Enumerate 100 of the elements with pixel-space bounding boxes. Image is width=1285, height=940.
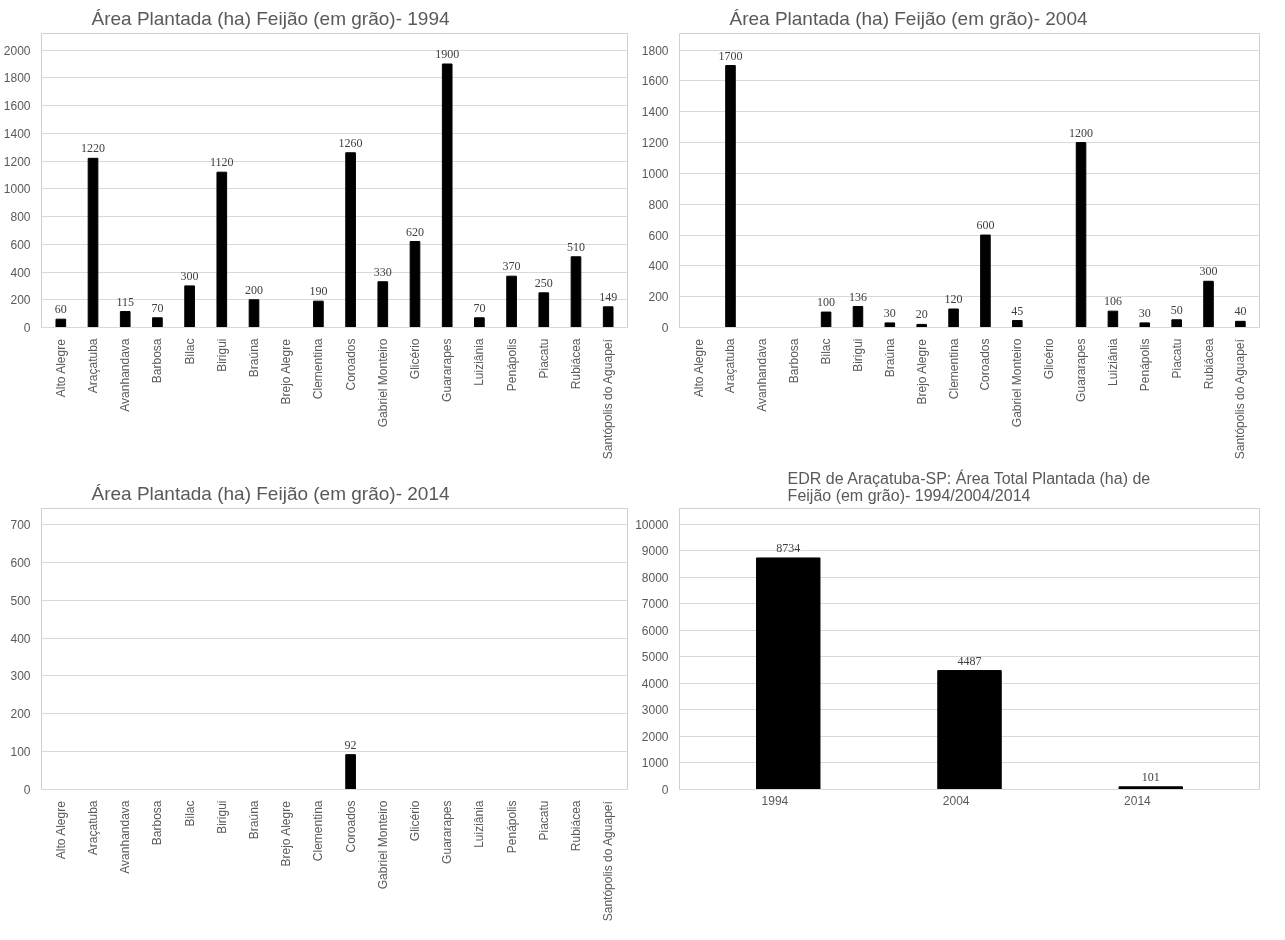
y-tick-label: 200 — [648, 290, 669, 305]
x-tick-label: Glicério — [407, 800, 422, 842]
x-tick-label: Birigui — [214, 338, 229, 372]
x-tick-label: Penápolis — [1137, 338, 1152, 392]
x-tick-label: Coroados — [978, 338, 993, 391]
data-label: 30 — [1138, 305, 1151, 320]
data-label: 250 — [534, 275, 553, 290]
y-tick-label: 1200 — [641, 136, 669, 151]
y-tick-label: 2000 — [3, 43, 31, 58]
x-tick-label: 2014 — [1124, 794, 1152, 808]
x-tick-label: Gabriel Monteiro — [375, 338, 390, 428]
x-tick-label: Piacatu — [1169, 338, 1184, 379]
y-tick-label: 0 — [661, 321, 669, 335]
data-label: 50 — [1170, 302, 1183, 317]
data-label: 1700 — [718, 48, 743, 63]
y-tick-label: 10000 — [635, 517, 669, 532]
data-label: 20 — [915, 307, 928, 322]
x-tick-label: Penápolis — [504, 338, 519, 392]
y-tick-label: 0 — [23, 321, 31, 335]
x-tick-label: Glicério — [1042, 338, 1057, 380]
data-label: 70 — [473, 300, 486, 315]
data-label: 370 — [502, 259, 521, 274]
x-tick-label: 2004 — [942, 794, 970, 808]
x-tick-label: Brejo Alegre — [914, 338, 929, 405]
data-label: 8734 — [776, 540, 801, 555]
x-tick-label: Braúna — [882, 338, 897, 378]
x-tick-label: Avanhandava — [118, 800, 133, 874]
y-tick-label: 800 — [10, 210, 31, 225]
x-tick-label: Araçatuba — [86, 338, 101, 394]
y-tick-label: 400 — [648, 259, 669, 274]
x-tick-label: Penápolis — [504, 800, 519, 854]
y-tick-label: 300 — [10, 669, 31, 684]
x-tick-label: Rubiácea — [568, 338, 583, 390]
data-label: 600 — [976, 218, 995, 233]
x-tick-label: Braúna — [247, 800, 262, 840]
data-label: 136 — [848, 289, 867, 304]
x-tick-label: Coroados — [343, 800, 358, 853]
data-label: 620 — [405, 224, 424, 239]
y-tick-label: 1000 — [3, 182, 31, 197]
y-tick-label: 1000 — [641, 166, 669, 181]
x-tick-label: Bilac — [182, 338, 197, 365]
x-tick-label: Brejo Alegre — [279, 800, 294, 867]
y-tick-label: 600 — [10, 237, 31, 252]
y-tick-label: 200 — [10, 293, 31, 308]
x-tick-label: Santópolis do Aguapeí — [601, 338, 616, 460]
x-tick-label: Barbosa — [150, 800, 165, 846]
data-label: 106 — [1103, 294, 1122, 309]
x-tick-label: Barbosa — [150, 338, 165, 384]
x-tick-label: Rubiácea — [568, 800, 583, 852]
y-tick-label: 0 — [23, 783, 31, 797]
data-label: 200 — [245, 282, 264, 297]
y-tick-label: 1400 — [3, 126, 31, 141]
y-tick-label: 3000 — [641, 703, 669, 718]
data-label: 330 — [373, 264, 392, 279]
y-tick-label: 4000 — [641, 676, 669, 691]
data-label: 115 — [116, 294, 134, 309]
data-label: 40 — [1234, 304, 1247, 319]
x-tick-label: Santópolis do Aguapeí — [601, 800, 616, 922]
data-label: 101 — [1141, 769, 1160, 784]
data-label: 1260 — [338, 135, 363, 150]
data-label: 300 — [180, 268, 199, 283]
x-tick-label: Luiziânia — [472, 338, 487, 386]
y-tick-label: 1200 — [3, 154, 31, 169]
y-tick-label: 1600 — [3, 99, 31, 114]
x-tick-label: Guararapes — [440, 800, 455, 864]
x-tick-label: Alto Alegre — [53, 800, 68, 860]
data-label: 30 — [883, 305, 896, 320]
y-tick-label: 1600 — [641, 74, 669, 89]
x-tick-label: Coroados — [343, 338, 358, 391]
y-tick-label: 600 — [10, 555, 31, 570]
data-label: 1200 — [1069, 125, 1094, 140]
x-tick-label: Avanhandava — [118, 338, 133, 412]
y-tick-label: 6000 — [641, 623, 669, 638]
data-label: 1900 — [435, 47, 460, 62]
x-tick-label: Barbosa — [787, 338, 802, 384]
data-label: 1220 — [81, 141, 106, 156]
x-tick-label: Bilac — [819, 338, 834, 365]
y-tick-label: 1400 — [641, 105, 669, 120]
x-tick-label: Alto Alegre — [53, 338, 68, 398]
y-tick-label: 1800 — [641, 43, 669, 58]
x-tick-label: Guararapes — [1074, 338, 1089, 402]
data-label: 92 — [344, 737, 357, 752]
x-tick-label: Brejo Alegre — [279, 338, 294, 405]
x-tick-label: Luiziânia — [472, 800, 487, 848]
x-tick-label: Clementina — [946, 338, 961, 400]
y-tick-label: 1800 — [3, 71, 31, 86]
y-tick-label: 200 — [10, 707, 31, 722]
x-tick-label: Piacatu — [536, 338, 551, 379]
data-label: 190 — [309, 284, 328, 299]
data-label: 100 — [817, 295, 836, 310]
data-label: 60 — [54, 302, 67, 317]
y-tick-label: 1000 — [641, 756, 669, 771]
x-tick-label: Birigui — [850, 338, 865, 372]
data-label: 45 — [1011, 303, 1024, 318]
data-label: 510 — [566, 239, 585, 254]
x-tick-label: Rubiácea — [1201, 338, 1216, 390]
data-label: 149 — [599, 289, 618, 304]
y-tick-label: 0 — [661, 783, 669, 797]
x-tick-label: Santópolis do Aguapeí — [1233, 338, 1248, 460]
x-tick-label: Bilac — [182, 800, 197, 827]
